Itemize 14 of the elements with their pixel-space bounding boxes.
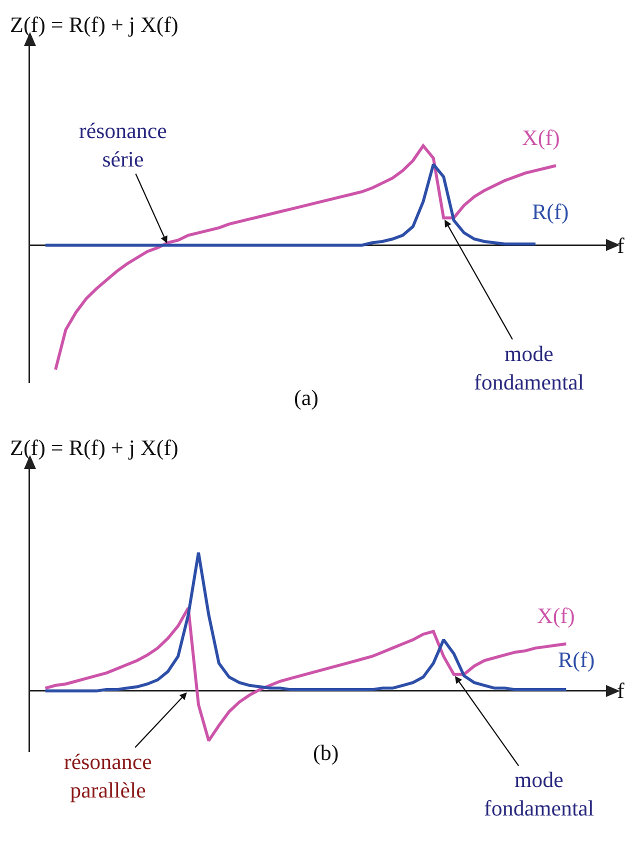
series-label: R(f): [558, 647, 595, 672]
series-label: X(f): [537, 603, 575, 628]
annotation: mode fondamental: [474, 341, 584, 395]
series-label: R(f): [532, 199, 569, 224]
annotation: résonance série: [79, 118, 167, 172]
annotation: (b): [313, 740, 339, 765]
y-axis-title: Z(f) = R(f) + j X(f): [10, 435, 178, 460]
y-axis-title: Z(f) = R(f) + j X(f): [10, 12, 178, 37]
text: mode fondamental: [484, 767, 594, 821]
text: (a): [294, 385, 318, 410]
x-axis-title: f: [617, 233, 625, 258]
x-axis-title: f: [617, 678, 625, 703]
text: résonance parallèle: [64, 749, 152, 803]
series-label: X(f): [522, 125, 560, 150]
